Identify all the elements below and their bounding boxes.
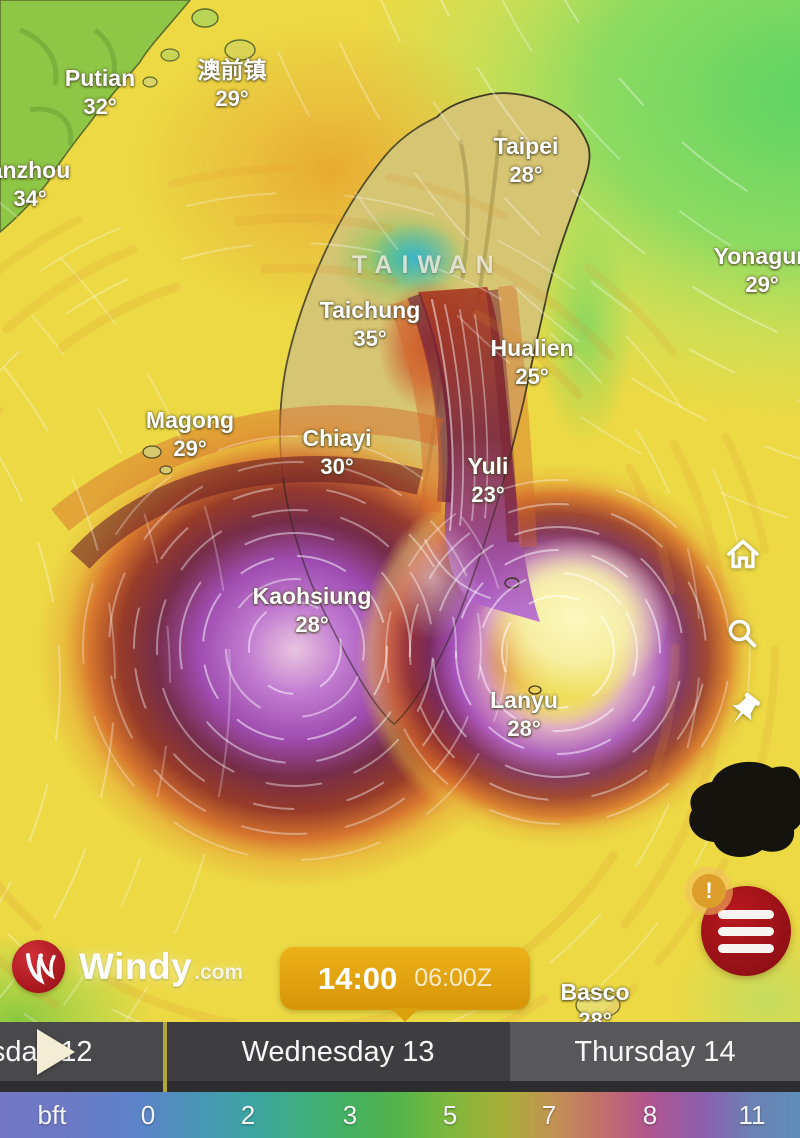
menu-button[interactable] (701, 886, 791, 976)
legend-tick: 11 (738, 1100, 766, 1130)
legend-unit[interactable]: bft (37, 1100, 67, 1130)
home-button[interactable] (720, 532, 766, 578)
alert-badge[interactable]: ! (685, 867, 733, 915)
timeline[interactable]: Tuesday 12 Wednesday 13 Thursday 14 (0, 1022, 800, 1092)
city-label-lanyu: Lanyu 28° (490, 687, 558, 742)
city-label-magong: Magong 29° (145, 407, 235, 462)
city-label-aoqianzhen: 澳前镇 29° (197, 57, 267, 112)
timeline-section-thursday[interactable] (510, 1022, 800, 1092)
search-button[interactable] (720, 611, 766, 657)
windy-wordmark: Windy .com (79, 945, 244, 987)
city-label-putian: Putian 32° (64, 65, 136, 120)
timeline-track[interactable] (0, 1081, 800, 1092)
legend-tick: 3 (342, 1100, 358, 1130)
city-label-kaohsiung: Kaohsiung 28° (252, 583, 372, 638)
day-label-thursday[interactable]: Thursday 14 (574, 1036, 736, 1068)
time-display[interactable]: 14:00 06:00Z (280, 947, 530, 1022)
windy-logo[interactable]: Windy .com (12, 940, 243, 993)
utc-time: 06:00Z (414, 964, 493, 992)
map-tool-icons (720, 532, 766, 769)
taiwan-coastline-overlay (282, 92, 591, 726)
day-label-wednesday[interactable]: Wednesday 13 (241, 1036, 435, 1068)
legend-tick: 0 (140, 1100, 156, 1130)
city-label-chiayi: Chiayi 30° (302, 425, 372, 480)
timeline-section-wednesday[interactable] (166, 1022, 510, 1092)
home-icon (727, 539, 759, 569)
legend-tick: 7 (541, 1100, 557, 1130)
city-label-yonaguni-clipped: Yonagun 29° (713, 243, 800, 298)
wind-map-visualization (0, 0, 800, 1022)
exclamation-icon: ! (692, 874, 726, 908)
windy-logo-icon (12, 940, 65, 993)
wind-map-canvas[interactable]: TAIWAN Putian 32° 澳前镇 29° anzhou 34° Tai… (0, 0, 800, 1022)
search-icon (728, 619, 757, 648)
city-label-yuli: Yuli 23° (467, 453, 509, 508)
mainland-china-landmass (0, 0, 256, 234)
pushpin-icon (732, 692, 760, 724)
hamburger-icon (718, 909, 774, 919)
play-icon (37, 1029, 75, 1075)
legend-tick: 8 (642, 1100, 658, 1130)
city-label-hualien: Hualien 25° (490, 335, 574, 390)
legend-tick: 5 (442, 1100, 458, 1130)
play-button[interactable] (37, 1029, 77, 1075)
region-label-taiwan: TAIWAN (352, 251, 503, 279)
city-label-quanzhou-clipped: anzhou 34° (0, 157, 71, 212)
city-label-basco: Basco 28° (560, 979, 630, 1022)
small-islands (142, 445, 621, 1019)
pin-button[interactable] (720, 690, 766, 736)
wind-speed-legend[interactable]: bft 0 2 3 5 7 8 11 (0, 1092, 800, 1138)
now-indicator (163, 1022, 167, 1092)
legend-tick: 2 (240, 1100, 256, 1130)
local-time: 14:00 (317, 960, 398, 996)
city-label-taipei: Taipei 28° (493, 133, 559, 188)
city-label-taichung: Taichung 35° (319, 297, 421, 352)
ink-blob-overlay (689, 761, 800, 857)
